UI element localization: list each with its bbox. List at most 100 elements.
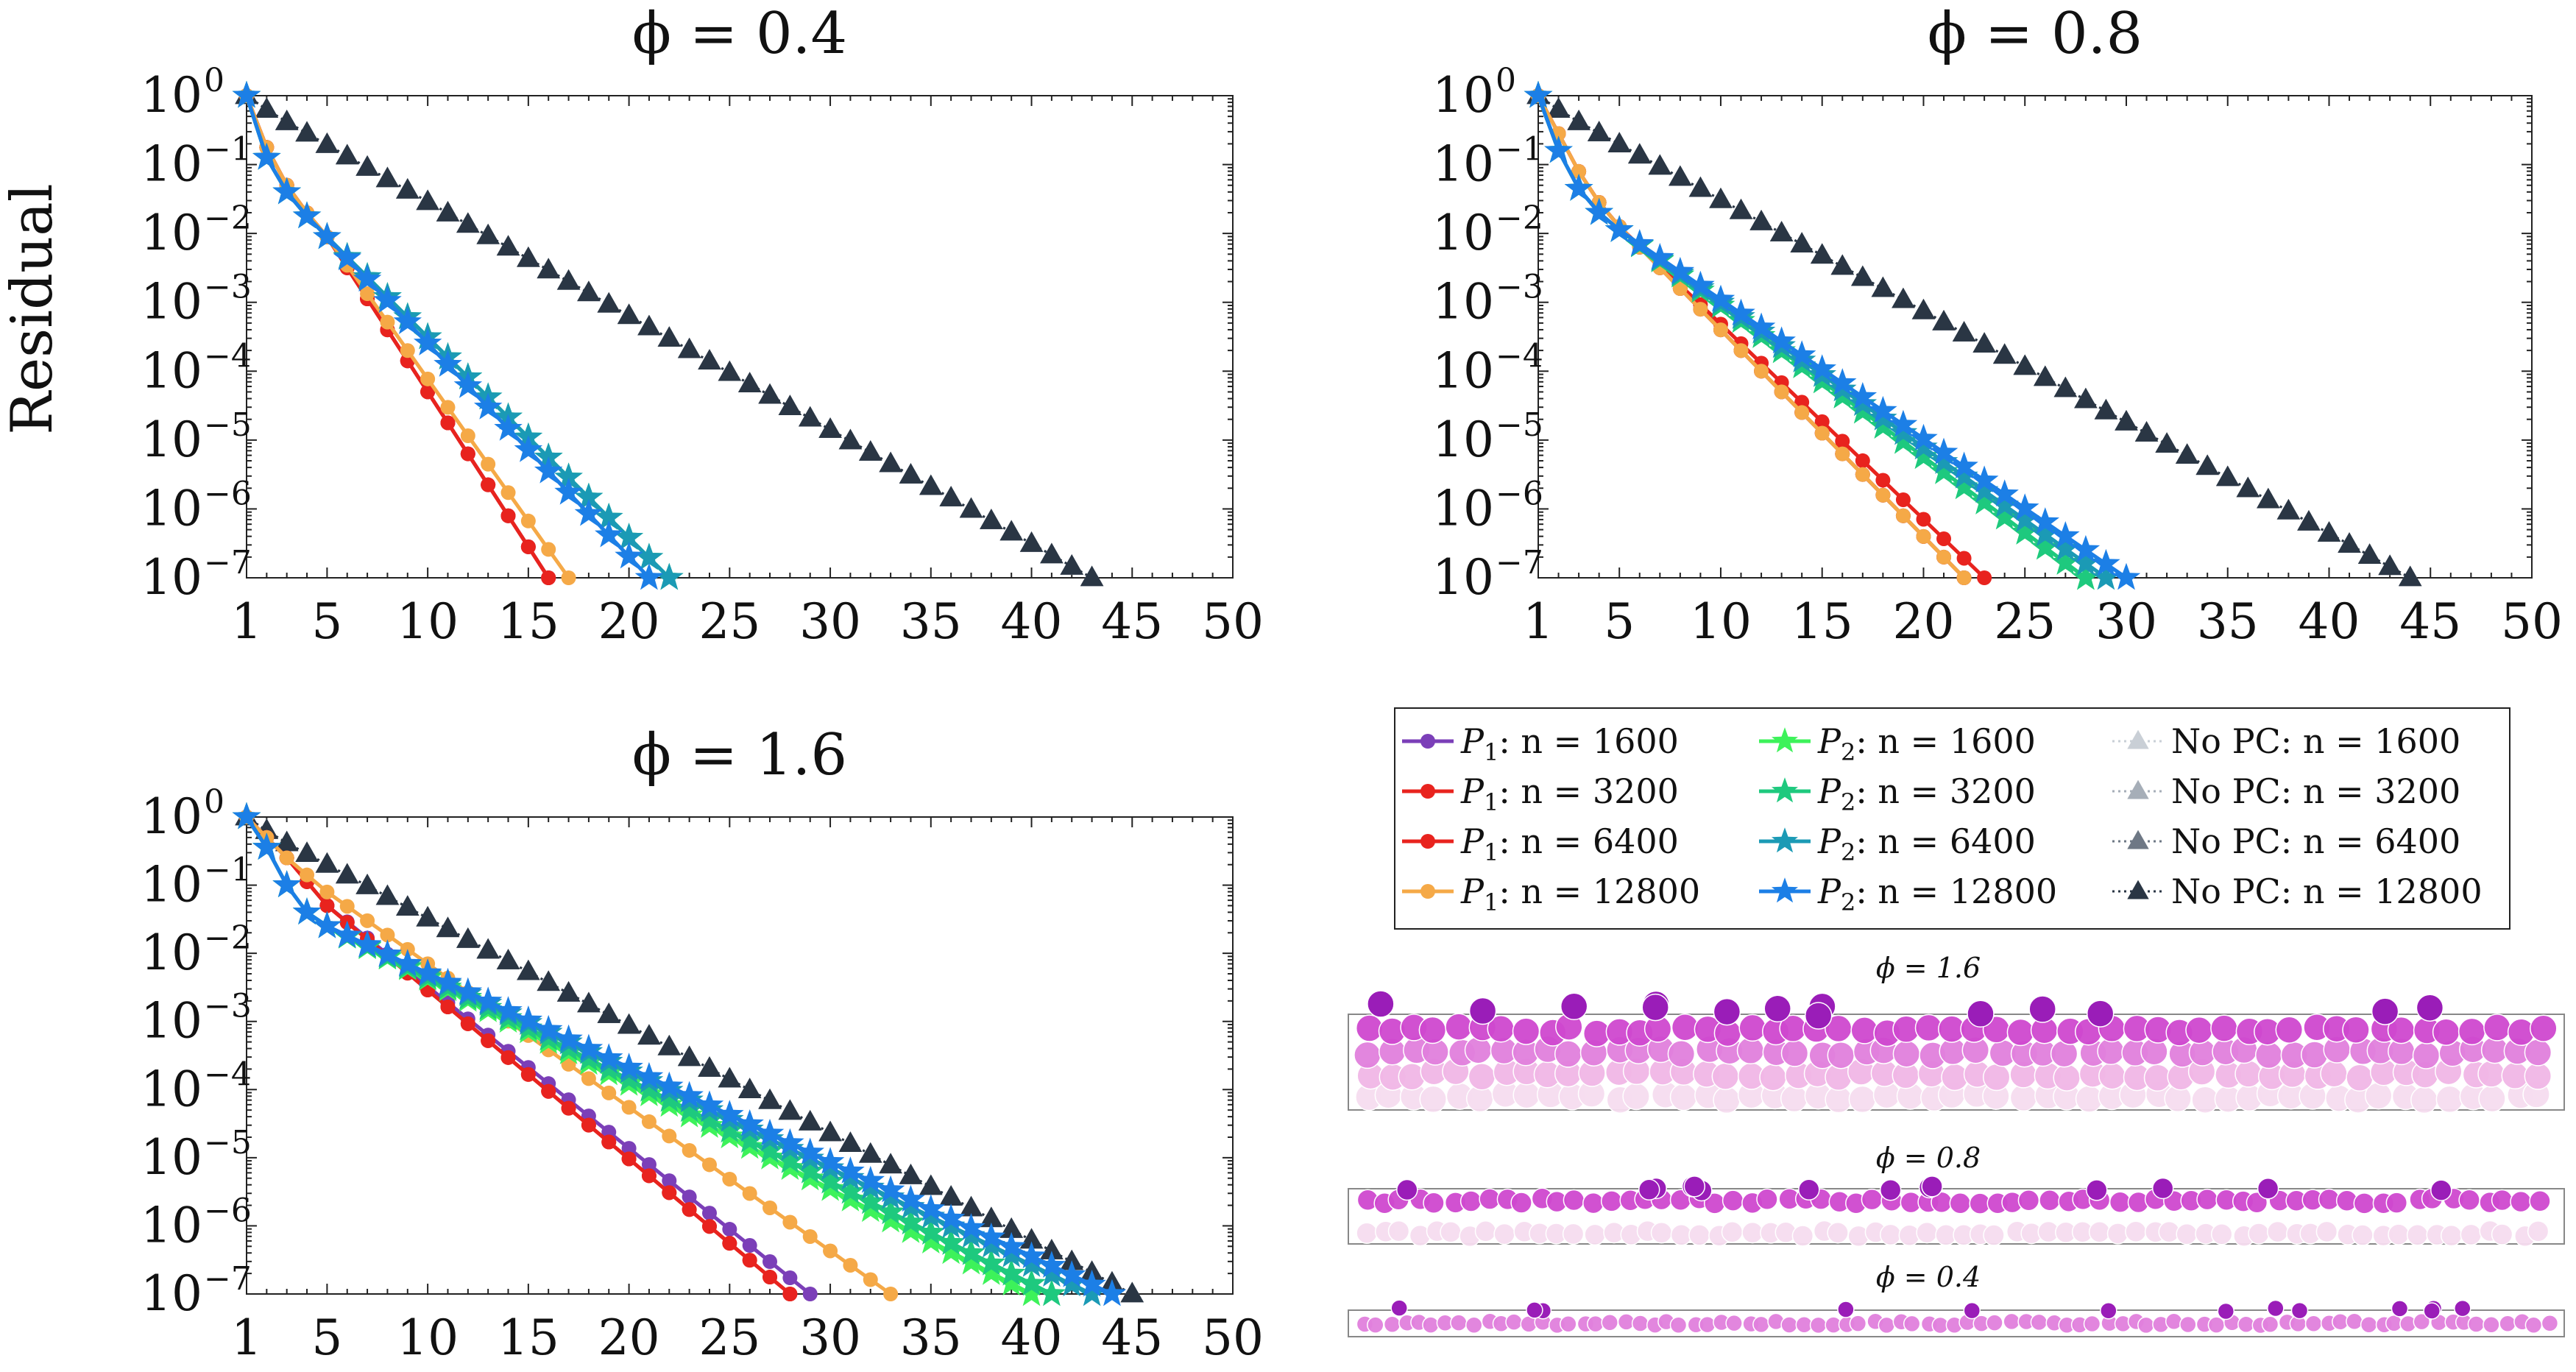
data-point [1828, 368, 1857, 395]
legend-entry: P2: n = 3200 [1759, 771, 2036, 816]
particle [1418, 1016, 1447, 1044]
snapshot-label: ϕ = 1.6 [1876, 952, 1981, 984]
legend-marker [1420, 884, 1435, 899]
y-tick-exponent: 0 [204, 783, 224, 821]
data-point [319, 884, 335, 899]
y-tick-label: 10 [141, 1197, 202, 1253]
data-point [755, 1136, 785, 1163]
data-point [838, 1131, 863, 1152]
particle [2478, 1084, 2506, 1113]
particle [2413, 1312, 2431, 1331]
particle [2499, 1315, 2516, 1333]
data-point [1892, 287, 1915, 308]
data-point [420, 371, 436, 386]
data-point [1749, 210, 1773, 230]
data-point [1936, 549, 1952, 565]
data-point [380, 927, 395, 943]
particle [2028, 995, 2056, 1023]
data-point [999, 1217, 1023, 1238]
y-tick-exponent: −7 [1496, 544, 1543, 581]
y-tick-exponent: −4 [1496, 337, 1543, 375]
particle [1419, 1085, 1447, 1114]
series-line [244, 95, 671, 579]
particle [1713, 997, 1741, 1026]
y-tick-label: 10 [141, 993, 202, 1050]
data-point [295, 121, 319, 142]
data-point [698, 349, 721, 370]
x-tick-label: 40 [2298, 593, 2360, 650]
data-point [541, 542, 556, 557]
data-point [815, 1147, 845, 1174]
particle [2527, 1220, 2550, 1242]
y-tick-exponent: −5 [1496, 406, 1543, 444]
legend-label: P1: n = 6400 [1460, 821, 1679, 866]
particle [1949, 1192, 1972, 1214]
particle [1916, 1221, 1938, 1244]
particle [1512, 1081, 1540, 1109]
data-point [1929, 437, 1958, 465]
particle [1493, 1223, 1515, 1245]
data-point [755, 1118, 785, 1146]
particle [1459, 1190, 1482, 1212]
data-point [333, 243, 361, 271]
series-line [245, 816, 792, 1295]
data-point [232, 802, 261, 830]
legend: P1: n = 1600 P1: n = 3200 P1: n = 6400 P1: … [1394, 707, 2510, 930]
particle [2304, 1315, 2323, 1333]
data-point [896, 1216, 925, 1243]
particle [2254, 1041, 2283, 1069]
data-point [537, 970, 560, 991]
data-point [597, 291, 620, 313]
x-tick-label: 25 [1994, 593, 2056, 650]
data-point [1950, 451, 1978, 479]
y-tick-label: 10 [1432, 274, 1494, 330]
particle [1967, 1000, 1995, 1028]
data-point [2051, 521, 2080, 548]
legend-entry: P2: n = 1600 [1759, 721, 2036, 766]
x-tick-label: 40 [1001, 1309, 1063, 1366]
data-point [1929, 456, 1958, 484]
data-point [615, 1053, 643, 1080]
data-point [1970, 465, 1999, 493]
data-point [798, 406, 822, 427]
data-point [319, 898, 335, 913]
data-point [1977, 570, 1992, 585]
particle [1752, 1315, 1770, 1334]
y-tick-label: 10 [1432, 67, 1494, 124]
data-point [1729, 198, 1753, 219]
data-point [718, 360, 742, 381]
data-point [481, 456, 496, 472]
data-point [2195, 454, 2219, 475]
particle [2030, 1313, 2048, 1332]
data-point [292, 201, 322, 229]
x-tick-label: 20 [598, 593, 660, 650]
y-tick-exponent: −4 [204, 1055, 252, 1093]
data-point [936, 1228, 966, 1255]
data-point [413, 328, 442, 356]
particle [1986, 1314, 2003, 1332]
snapshot-frame [1348, 1188, 2565, 1245]
x-tick-label: 30 [799, 1309, 861, 1366]
y-tick-label: 10 [141, 480, 202, 537]
particle [1892, 1039, 1921, 1068]
x-tick-label: 30 [799, 593, 861, 650]
y-tick-label: 10 [141, 1061, 202, 1117]
x-tick-label: 20 [598, 1309, 660, 1366]
particle [2388, 1223, 2410, 1245]
legend-label: No PC: n = 3200 [2171, 771, 2460, 811]
data-point [1889, 426, 1918, 454]
series-line [244, 95, 671, 579]
data-point [1911, 298, 1936, 319]
particle [2346, 1064, 2374, 1092]
particle [1848, 1085, 1877, 1114]
data-point [782, 1270, 798, 1286]
data-point [802, 1228, 818, 1244]
data-point [758, 383, 782, 404]
legend-marker [1772, 727, 1798, 753]
data-point [762, 1254, 778, 1270]
particle [1512, 1017, 1540, 1045]
data-point [617, 1013, 641, 1034]
particle [2210, 1014, 2238, 1042]
particle [2491, 1189, 2513, 1212]
data-point [1909, 442, 1938, 469]
